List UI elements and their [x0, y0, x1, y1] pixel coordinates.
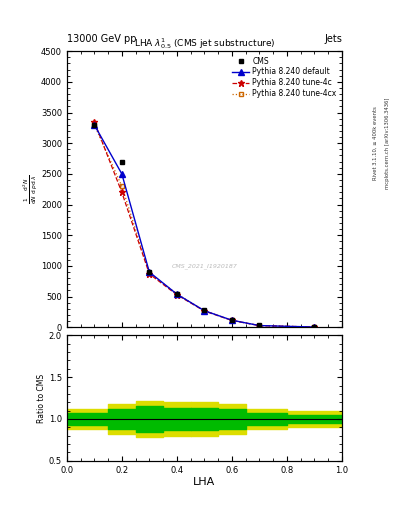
Legend: CMS, Pythia 8.240 default, Pythia 8.240 tune-4c, Pythia 8.240 tune-4cx: CMS, Pythia 8.240 default, Pythia 8.240 …	[231, 55, 338, 100]
Pythia 8.240 default	[230, 317, 234, 323]
Text: mcplots.cern.ch [arXiv:1306.3436]: mcplots.cern.ch [arXiv:1306.3436]	[385, 98, 389, 189]
Line: CMS: CMS	[92, 122, 317, 329]
Text: 13000 GeV pp: 13000 GeV pp	[67, 33, 136, 44]
X-axis label: LHA: LHA	[193, 477, 215, 487]
Text: CMS_2021_I1920187: CMS_2021_I1920187	[171, 264, 237, 269]
Pythia 8.240 tune-4c	[174, 292, 179, 298]
Pythia 8.240 tune-4cx	[202, 308, 207, 314]
Pythia 8.240 default	[312, 324, 317, 330]
Pythia 8.240 tune-4cx	[174, 291, 179, 297]
Pythia 8.240 tune-4c	[257, 323, 262, 329]
CMS	[312, 324, 317, 330]
CMS	[230, 317, 234, 323]
CMS	[147, 269, 152, 275]
Pythia 8.240 tune-4c	[147, 271, 152, 277]
Y-axis label: $\frac{1}{\mathrm{d}N}\,\frac{\mathrm{d}^{2}N}{\mathrm{d}\,p\,\mathrm{d}\,\lambd: $\frac{1}{\mathrm{d}N}\,\frac{\mathrm{d}…	[22, 174, 39, 204]
Pythia 8.240 default	[119, 171, 124, 177]
Text: Jets: Jets	[324, 33, 342, 44]
CMS	[119, 159, 124, 165]
Pythia 8.240 default	[147, 269, 152, 275]
Pythia 8.240 tune-4c	[312, 324, 317, 330]
Pythia 8.240 tune-4c	[202, 308, 207, 314]
Pythia 8.240 tune-4cx	[119, 183, 124, 189]
Pythia 8.240 default	[92, 122, 97, 128]
Pythia 8.240 default	[257, 323, 262, 329]
Pythia 8.240 tune-4cx	[312, 324, 317, 330]
Pythia 8.240 default	[174, 291, 179, 297]
Y-axis label: Ratio to CMS: Ratio to CMS	[37, 373, 46, 422]
Title: LHA $\lambda^{1}_{0.5}$ (CMS jet substructure): LHA $\lambda^{1}_{0.5}$ (CMS jet substru…	[134, 36, 275, 51]
CMS	[174, 290, 179, 296]
Line: Pythia 8.240 default: Pythia 8.240 default	[92, 122, 317, 330]
Text: Rivet 3.1.10, ≥ 400k events: Rivet 3.1.10, ≥ 400k events	[373, 106, 378, 180]
Pythia 8.240 tune-4cx	[230, 317, 234, 324]
CMS	[92, 122, 97, 128]
Pythia 8.240 tune-4cx	[147, 270, 152, 276]
Pythia 8.240 tune-4c	[230, 317, 234, 324]
Line: Pythia 8.240 tune-4c: Pythia 8.240 tune-4c	[91, 118, 318, 331]
Pythia 8.240 default	[202, 308, 207, 314]
Pythia 8.240 tune-4c	[92, 119, 97, 125]
CMS	[257, 323, 262, 329]
Pythia 8.240 tune-4cx	[257, 323, 262, 329]
Pythia 8.240 tune-4c	[119, 189, 124, 196]
Pythia 8.240 tune-4cx	[92, 122, 97, 128]
Line: Pythia 8.240 tune-4cx: Pythia 8.240 tune-4cx	[92, 122, 317, 329]
CMS	[202, 307, 207, 313]
